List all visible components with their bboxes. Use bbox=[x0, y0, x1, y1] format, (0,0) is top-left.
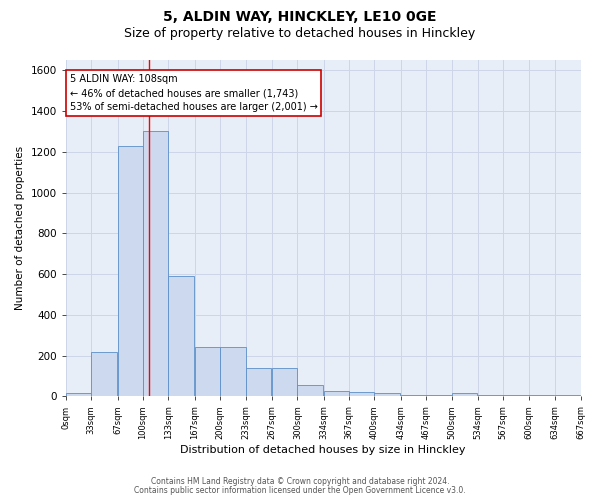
Text: Contains HM Land Registry data © Crown copyright and database right 2024.: Contains HM Land Registry data © Crown c… bbox=[151, 477, 449, 486]
Y-axis label: Number of detached properties: Number of detached properties bbox=[15, 146, 25, 310]
Text: 5 ALDIN WAY: 108sqm
← 46% of detached houses are smaller (1,743)
53% of semi-det: 5 ALDIN WAY: 108sqm ← 46% of detached ho… bbox=[70, 74, 317, 112]
Bar bbox=[220, 348, 245, 397]
Text: Contains public sector information licensed under the Open Government Licence v3: Contains public sector information licen… bbox=[134, 486, 466, 495]
Bar bbox=[66, 394, 91, 396]
Bar bbox=[194, 348, 220, 397]
Bar bbox=[118, 146, 143, 396]
Bar bbox=[323, 392, 349, 396]
Text: 5, ALDIN WAY, HINCKLEY, LE10 0GE: 5, ALDIN WAY, HINCKLEY, LE10 0GE bbox=[163, 10, 437, 24]
Text: Size of property relative to detached houses in Hinckley: Size of property relative to detached ho… bbox=[124, 28, 476, 40]
Bar bbox=[452, 394, 477, 396]
Bar bbox=[374, 394, 400, 396]
Bar bbox=[143, 132, 169, 396]
X-axis label: Distribution of detached houses by size in Hinckley: Distribution of detached houses by size … bbox=[181, 445, 466, 455]
Bar bbox=[272, 368, 298, 396]
Bar bbox=[91, 352, 117, 397]
Bar bbox=[349, 392, 374, 396]
Bar bbox=[169, 276, 194, 396]
Bar bbox=[245, 368, 271, 396]
Bar bbox=[298, 385, 323, 396]
